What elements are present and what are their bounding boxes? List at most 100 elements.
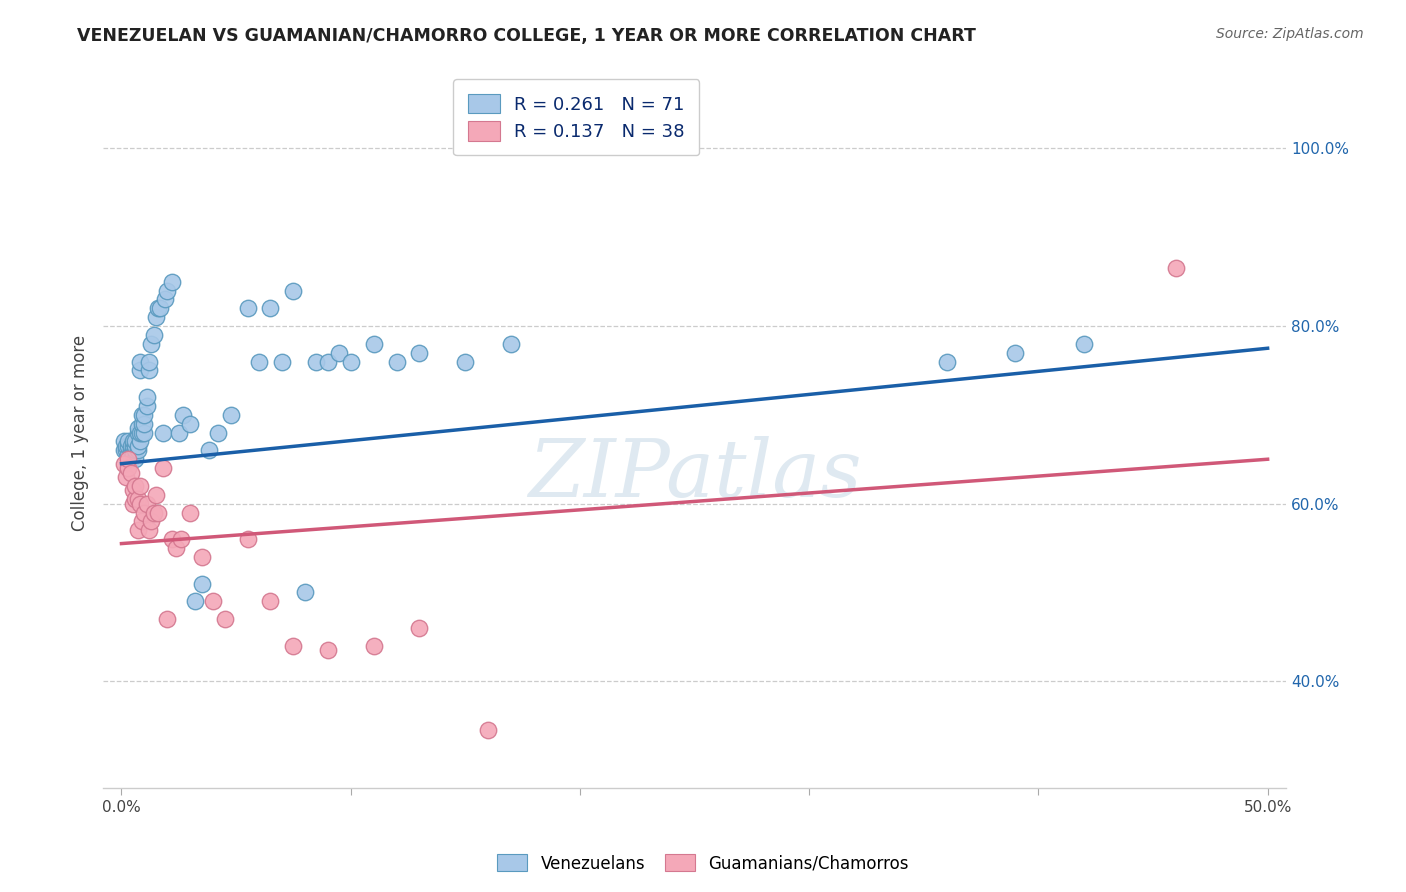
Point	[127, 443, 149, 458]
Point	[117, 434, 139, 449]
Point	[122, 448, 145, 462]
Point	[122, 497, 145, 511]
Point	[131, 408, 153, 422]
Text: Source: ZipAtlas.com: Source: ZipAtlas.com	[1216, 27, 1364, 41]
Point	[167, 425, 190, 440]
Point	[190, 576, 212, 591]
Point	[145, 488, 167, 502]
Point	[202, 594, 225, 608]
Point	[207, 425, 229, 440]
Point	[112, 434, 135, 449]
Point	[305, 354, 328, 368]
Point	[221, 408, 243, 422]
Point	[179, 506, 201, 520]
Point	[122, 443, 145, 458]
Point	[145, 310, 167, 325]
Point	[141, 336, 163, 351]
Legend: Venezuelans, Guamanians/Chamorros: Venezuelans, Guamanians/Chamorros	[491, 847, 915, 880]
Point	[247, 354, 270, 368]
Point	[179, 417, 201, 431]
Point	[117, 439, 139, 453]
Point	[117, 461, 139, 475]
Point	[127, 439, 149, 453]
Point	[141, 515, 163, 529]
Point	[152, 461, 174, 475]
Point	[259, 594, 281, 608]
Point	[127, 425, 149, 440]
Point	[283, 639, 305, 653]
Point	[363, 639, 385, 653]
Point	[124, 492, 146, 507]
Point	[127, 421, 149, 435]
Point	[166, 541, 188, 555]
Point	[112, 457, 135, 471]
Point	[131, 425, 153, 440]
Point	[135, 399, 157, 413]
Point	[328, 345, 350, 359]
Point	[124, 439, 146, 453]
Point	[160, 275, 183, 289]
Point	[135, 497, 157, 511]
Text: ZIPatlas: ZIPatlas	[527, 436, 862, 514]
Point	[117, 452, 139, 467]
Point	[1073, 336, 1095, 351]
Point	[117, 448, 139, 462]
Point	[149, 301, 172, 316]
Point	[316, 354, 339, 368]
Point	[156, 612, 179, 626]
Point	[134, 408, 156, 422]
Y-axis label: College, 1 year or more: College, 1 year or more	[72, 334, 89, 531]
Point	[128, 354, 150, 368]
Point	[122, 434, 145, 449]
Point	[120, 439, 142, 453]
Point	[236, 301, 259, 316]
Point	[128, 497, 150, 511]
Point	[454, 354, 477, 368]
Point	[271, 354, 294, 368]
Point	[134, 417, 156, 431]
Point	[138, 363, 160, 377]
Point	[134, 506, 156, 520]
Point	[184, 594, 207, 608]
Point	[135, 390, 157, 404]
Point	[115, 439, 138, 453]
Point	[128, 425, 150, 440]
Point	[138, 354, 160, 368]
Point	[152, 425, 174, 440]
Point	[385, 354, 408, 368]
Point	[236, 532, 259, 546]
Point	[190, 549, 212, 564]
Point	[120, 452, 142, 467]
Point	[339, 354, 361, 368]
Point	[197, 443, 219, 458]
Point	[408, 345, 430, 359]
Point	[134, 425, 156, 440]
Point	[124, 434, 146, 449]
Point	[128, 479, 150, 493]
Point	[115, 470, 138, 484]
Point	[153, 293, 176, 307]
Point	[124, 443, 146, 458]
Point	[115, 443, 138, 458]
Point	[477, 723, 499, 737]
Point	[172, 408, 194, 422]
Point	[294, 585, 316, 599]
Point	[142, 327, 165, 342]
Point	[214, 612, 236, 626]
Point	[138, 523, 160, 537]
Text: VENEZUELAN VS GUAMANIAN/CHAMORRO COLLEGE, 1 YEAR OR MORE CORRELATION CHART: VENEZUELAN VS GUAMANIAN/CHAMORRO COLLEGE…	[77, 27, 976, 45]
Point	[120, 443, 142, 458]
Point	[156, 284, 179, 298]
Point	[122, 439, 145, 453]
Point	[131, 515, 153, 529]
Point	[124, 479, 146, 493]
Point	[128, 363, 150, 377]
Point	[120, 466, 142, 480]
Point	[142, 506, 165, 520]
Point	[128, 434, 150, 449]
Point	[122, 483, 145, 498]
Point	[131, 417, 153, 431]
Point	[127, 523, 149, 537]
Point	[146, 506, 169, 520]
Point	[501, 336, 523, 351]
